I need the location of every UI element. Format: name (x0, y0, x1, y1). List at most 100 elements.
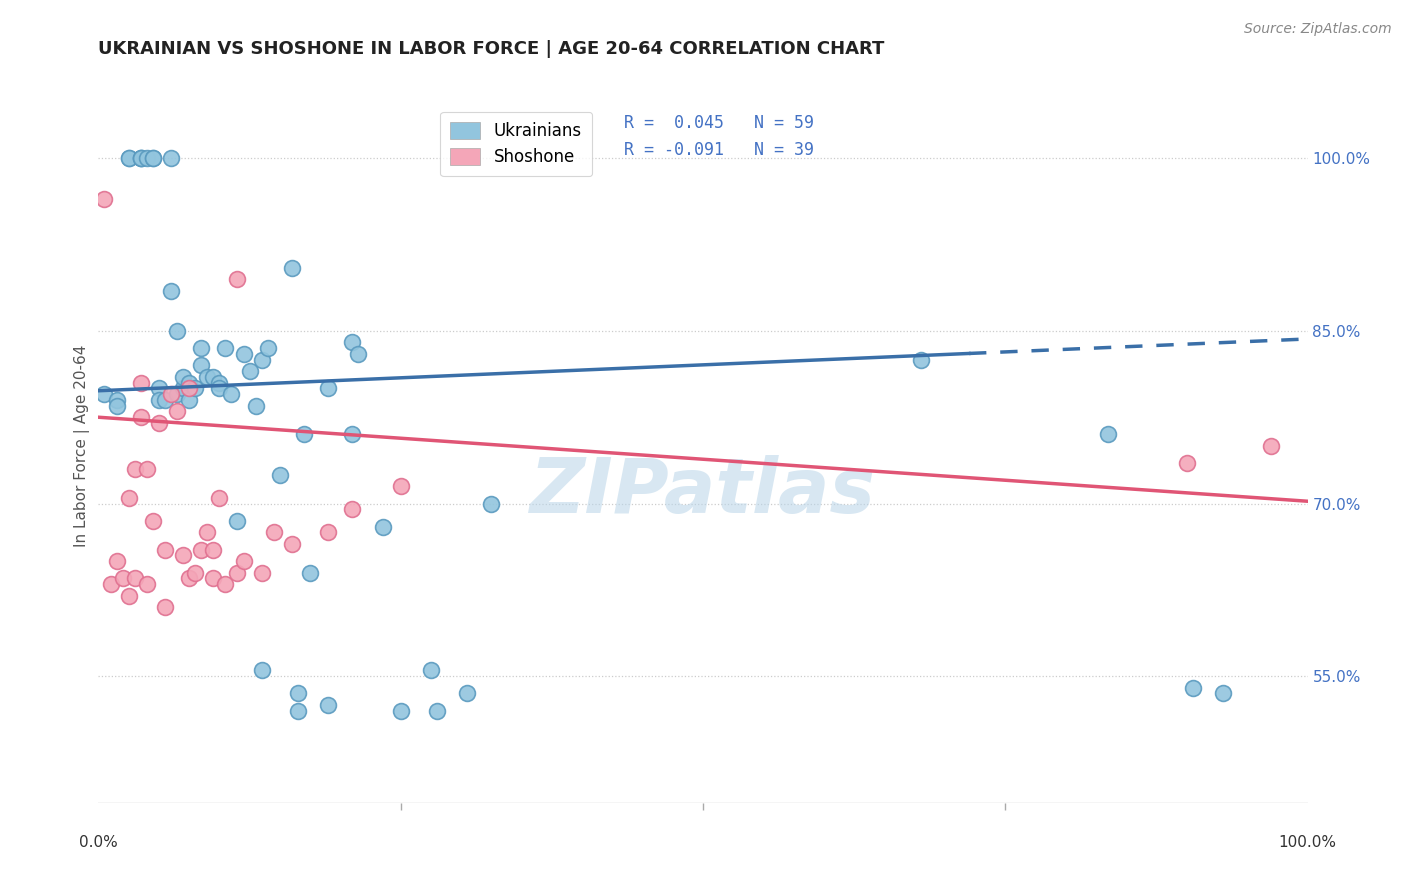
Point (179, 376, 201, 390)
Point (129, 376, 152, 390)
Point (342, 427, 364, 442)
Point (389, 704, 412, 718)
Text: 0.0%: 0.0% (79, 836, 118, 850)
Point (910, 352, 932, 367)
Point (153, 392, 176, 407)
Point (184, 566, 207, 580)
Point (232, 347, 254, 361)
Point (389, 479, 412, 493)
Text: R =  0.045   N = 59: R = 0.045 N = 59 (624, 114, 814, 132)
Point (179, 381, 201, 395)
Point (287, 704, 309, 718)
Point (172, 549, 194, 563)
Point (342, 335, 364, 350)
Point (124, 462, 146, 476)
Text: R = -0.091   N = 39: R = -0.091 N = 39 (624, 141, 814, 160)
Point (281, 260, 304, 275)
Point (1097, 427, 1119, 442)
Point (221, 387, 243, 401)
Point (316, 525, 339, 540)
Point (287, 686, 309, 700)
Point (208, 491, 231, 505)
Point (118, 491, 141, 505)
Point (148, 392, 170, 407)
Point (1175, 456, 1198, 470)
Point (129, 151, 152, 165)
Point (371, 519, 394, 533)
Point (316, 381, 339, 395)
Point (208, 376, 231, 390)
Point (142, 514, 165, 528)
Point (184, 381, 207, 395)
Point (166, 324, 188, 338)
Point (1260, 439, 1282, 453)
Point (166, 387, 188, 401)
Point (214, 577, 236, 591)
Point (148, 381, 170, 395)
Point (105, 399, 128, 413)
Point (129, 410, 152, 425)
Point (153, 600, 176, 615)
Point (190, 359, 212, 373)
Point (172, 370, 194, 384)
Point (281, 537, 304, 551)
Point (292, 427, 315, 442)
Point (202, 542, 225, 557)
Point (347, 347, 370, 361)
Point (111, 571, 134, 585)
Point (142, 151, 165, 165)
Point (342, 502, 364, 516)
Text: 100.0%: 100.0% (1278, 836, 1337, 850)
Point (420, 664, 443, 678)
Point (118, 151, 141, 165)
Point (202, 571, 225, 585)
Point (179, 392, 201, 407)
Point (160, 284, 183, 298)
Point (250, 566, 273, 580)
Point (124, 571, 146, 585)
Point (1181, 681, 1204, 695)
Point (93, 387, 115, 401)
Point (226, 566, 249, 580)
Point (135, 577, 157, 591)
Point (250, 664, 273, 678)
Point (179, 571, 201, 585)
Point (214, 341, 236, 355)
Point (195, 525, 218, 540)
Point (129, 151, 152, 165)
Point (118, 151, 141, 165)
Point (135, 151, 157, 165)
Point (299, 566, 322, 580)
Point (142, 151, 165, 165)
Point (208, 381, 231, 395)
Point (239, 364, 262, 378)
Text: Source: ZipAtlas.com: Source: ZipAtlas.com (1244, 22, 1392, 37)
Text: ZIPatlas: ZIPatlas (530, 455, 876, 529)
Point (426, 704, 449, 718)
Point (190, 341, 212, 355)
Point (316, 698, 339, 712)
Point (129, 151, 152, 165)
Y-axis label: In Labor Force | Age 20-64: In Labor Force | Age 20-64 (75, 345, 90, 547)
Legend: Ukrainians, Shoshone: Ukrainians, Shoshone (440, 112, 592, 177)
Point (100, 577, 122, 591)
Point (202, 370, 225, 384)
Point (263, 525, 285, 540)
Point (118, 589, 141, 603)
Point (160, 151, 183, 165)
Point (250, 352, 273, 367)
Point (226, 514, 249, 528)
Point (160, 387, 183, 401)
Point (226, 272, 249, 286)
Point (245, 399, 267, 413)
Point (256, 341, 278, 355)
Point (190, 542, 212, 557)
Point (105, 554, 128, 568)
Point (232, 554, 254, 568)
Point (481, 497, 503, 511)
Point (269, 467, 291, 482)
Point (195, 370, 218, 384)
Point (153, 542, 176, 557)
Point (1212, 686, 1234, 700)
Point (135, 462, 157, 476)
